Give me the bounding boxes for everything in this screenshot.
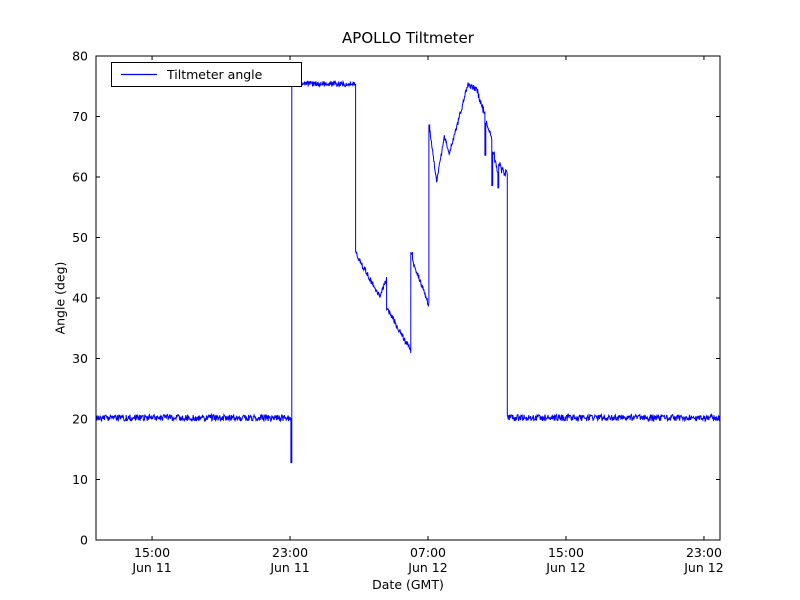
svg-text:50: 50 xyxy=(72,230,88,245)
svg-text:Jun 11: Jun 11 xyxy=(269,560,309,575)
svg-text:60: 60 xyxy=(72,170,88,185)
tiltmeter-angle-line xyxy=(95,79,721,464)
svg-text:07:00: 07:00 xyxy=(410,545,446,560)
svg-text:30: 30 xyxy=(72,351,88,366)
svg-text:40: 40 xyxy=(72,291,88,306)
legend: Tiltmeter angle xyxy=(111,62,302,87)
svg-text:20: 20 xyxy=(72,412,88,427)
svg-text:15:00: 15:00 xyxy=(134,545,170,560)
chart-title: APOLLO Tiltmeter xyxy=(342,29,474,47)
legend-label: Tiltmeter angle xyxy=(166,67,263,82)
svg-text:15:00: 15:00 xyxy=(548,545,584,560)
svg-text:Jun 11: Jun 11 xyxy=(131,560,171,575)
svg-text:Jun 12: Jun 12 xyxy=(683,560,723,575)
x-axis-label: Date (GMT) xyxy=(372,577,444,592)
svg-text:23:00: 23:00 xyxy=(686,545,722,560)
svg-text:70: 70 xyxy=(72,109,88,124)
y-axis-label: Angle (deg) xyxy=(52,261,68,335)
svg-text:23:00: 23:00 xyxy=(272,545,308,560)
svg-text:10: 10 xyxy=(72,472,88,487)
svg-text:0: 0 xyxy=(80,533,88,548)
svg-text:Jun 12: Jun 12 xyxy=(545,560,585,575)
svg-text:80: 80 xyxy=(72,49,88,64)
svg-text:Jun 12: Jun 12 xyxy=(407,560,447,575)
